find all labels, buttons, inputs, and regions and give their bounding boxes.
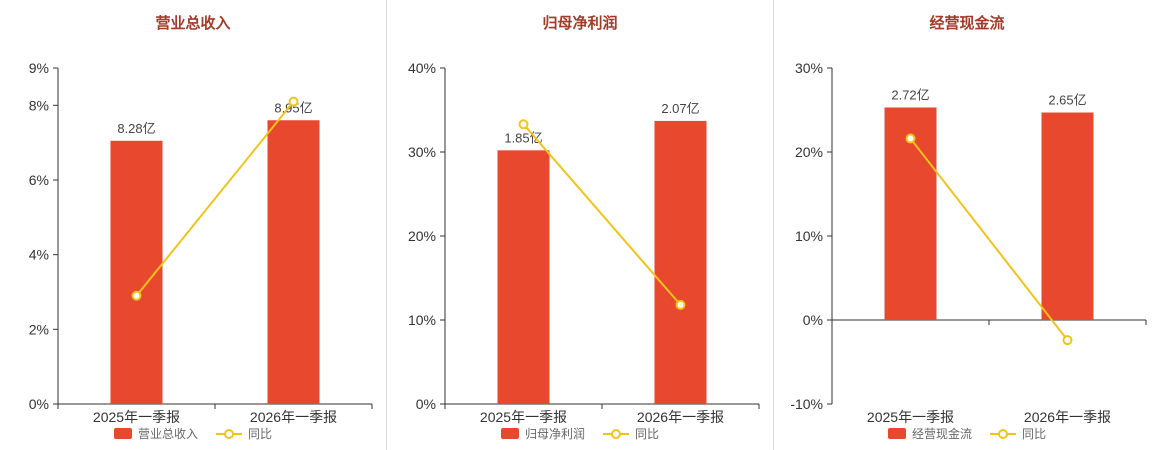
svg-text:0%: 0% bbox=[803, 312, 823, 328]
svg-text:20%: 20% bbox=[795, 144, 823, 160]
legend-item-net-profit-yoy[interactable]: 同比 bbox=[603, 425, 659, 442]
chart-panel-revenue: 营业总收入 0% 2% 4% 6% 8% 9% 8.28亿 8.95亿 2025年一季报 2026… bbox=[0, 0, 387, 450]
svg-text:0%: 0% bbox=[29, 396, 49, 412]
svg-text:9%: 9% bbox=[29, 60, 49, 76]
chart-panel-net-profit: 归母净利润 0% 10% 20% 30% 40% 1.85亿 2.07亿 2025年一季报 20… bbox=[387, 0, 774, 450]
legend-label: 归母净利润 bbox=[524, 427, 585, 441]
legend-label: 同比 bbox=[1022, 427, 1047, 441]
net-profit-plot: 0% 10% 20% 30% 40% 1.85亿 2.07亿 2025年一季报 2026年一季报 bbox=[387, 40, 773, 426]
svg-text:2026年一季报: 2026年一季报 bbox=[1024, 409, 1111, 425]
line-marker-icon bbox=[990, 428, 1016, 440]
cash-flow-legend: 经营现金流 同比 bbox=[774, 425, 1160, 442]
legend-label: 同比 bbox=[635, 427, 660, 441]
svg-text:4%: 4% bbox=[29, 247, 49, 263]
svg-text:8%: 8% bbox=[29, 97, 49, 113]
legend-item-cash-flow-yoy[interactable]: 同比 bbox=[990, 425, 1046, 442]
svg-text:2026年一季报: 2026年一季报 bbox=[637, 409, 724, 425]
legend-item-revenue-yoy[interactable]: 同比 bbox=[216, 425, 272, 442]
chart-title-net-profit: 归母净利润 bbox=[542, 15, 618, 32]
legend-label: 经营现金流 bbox=[911, 427, 972, 441]
svg-text:2025年一季报: 2025年一季报 bbox=[867, 409, 954, 425]
line-marker-icon bbox=[603, 428, 629, 440]
svg-text:8.95亿: 8.95亿 bbox=[274, 100, 312, 115]
svg-text:-10%: -10% bbox=[790, 396, 823, 412]
svg-text:2.65亿: 2.65亿 bbox=[1048, 93, 1086, 108]
svg-text:2.72亿: 2.72亿 bbox=[891, 87, 929, 102]
legend-item-revenue-bar[interactable]: 营业总收入 bbox=[113, 425, 198, 442]
svg-text:2.07亿: 2.07亿 bbox=[661, 101, 699, 116]
svg-text:30%: 30% bbox=[408, 144, 436, 160]
svg-text:2%: 2% bbox=[29, 321, 49, 337]
svg-text:40%: 40% bbox=[408, 60, 436, 76]
svg-text:2025年一季报: 2025年一季报 bbox=[93, 409, 180, 425]
svg-text:10%: 10% bbox=[795, 228, 823, 244]
svg-text:8.28亿: 8.28亿 bbox=[117, 121, 155, 136]
svg-text:1.85亿: 1.85亿 bbox=[504, 130, 542, 145]
svg-text:0%: 0% bbox=[416, 396, 436, 412]
legend-label: 同比 bbox=[248, 427, 273, 441]
svg-text:30%: 30% bbox=[795, 60, 823, 76]
bar-swatch-icon bbox=[500, 428, 519, 439]
bar-swatch-icon bbox=[887, 428, 906, 439]
cash-flow-plot: -10% 0% 10% 20% 30% 2.72亿 2.65亿 2025年一季报 2026年一季… bbox=[774, 40, 1160, 426]
net-profit-legend: 归母净利润 同比 bbox=[387, 425, 773, 442]
svg-text:20%: 20% bbox=[408, 228, 436, 244]
bar-swatch-icon bbox=[113, 428, 132, 439]
chart-title-revenue: 营业总收入 bbox=[155, 15, 231, 32]
legend-item-cash-flow-bar[interactable]: 经营现金流 bbox=[887, 425, 972, 442]
chart-panel-cash-flow: 经营现金流 -10% 0% 10% 20% 30% 2.72亿 2.65亿 2025年一季报 2… bbox=[774, 0, 1160, 450]
revenue-legend: 营业总收入 同比 bbox=[0, 425, 386, 442]
svg-text:2026年一季报: 2026年一季报 bbox=[250, 409, 337, 425]
chart-title-cash-flow: 经营现金流 bbox=[929, 15, 1005, 32]
revenue-plot: 0% 2% 4% 6% 8% 9% 8.28亿 8.95亿 2025年一季报 2026年一季报 bbox=[0, 40, 386, 426]
svg-text:6%: 6% bbox=[29, 172, 49, 188]
svg-text:10%: 10% bbox=[408, 312, 436, 328]
svg-text:2025年一季报: 2025年一季报 bbox=[480, 409, 567, 425]
line-marker-icon bbox=[216, 428, 242, 440]
legend-item-net-profit-bar[interactable]: 归母净利润 bbox=[500, 425, 585, 442]
legend-label: 营业总收入 bbox=[137, 427, 198, 441]
